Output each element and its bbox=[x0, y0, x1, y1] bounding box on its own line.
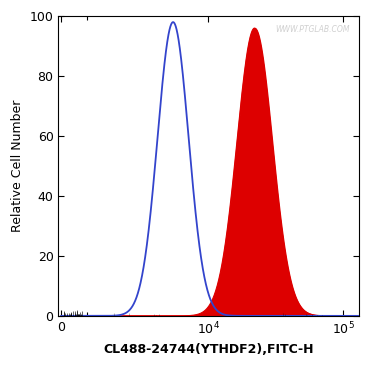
Text: WWW.PTGLAB.COM: WWW.PTGLAB.COM bbox=[275, 25, 350, 34]
X-axis label: CL488-24744(YTHDF2),FITC-H: CL488-24744(YTHDF2),FITC-H bbox=[103, 343, 314, 356]
Y-axis label: Relative Cell Number: Relative Cell Number bbox=[11, 100, 24, 232]
